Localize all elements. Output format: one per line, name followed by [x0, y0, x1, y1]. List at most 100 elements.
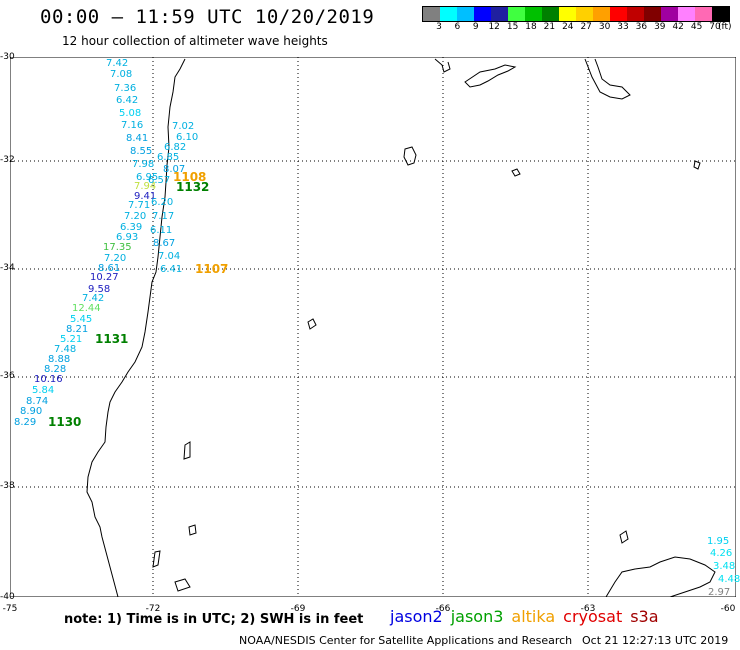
lake-island-2 [511, 168, 521, 177]
legend-swatch [508, 7, 525, 21]
map-frame [10, 57, 736, 597]
wave-height-value: 5.21 [60, 334, 83, 345]
legend-tick-label: 21 [543, 22, 556, 32]
legend-unit: (ft) [718, 22, 732, 32]
legend-swatch [712, 7, 729, 21]
legend-tick-label: 18 [525, 22, 537, 32]
legend-tick-label: 36 [635, 22, 648, 32]
argentina-coast-east [584, 58, 631, 100]
wave-height-value: 8.90 [20, 406, 43, 417]
legend-swatch [559, 7, 576, 21]
lon-label: -72 [145, 604, 161, 614]
wave-height-value: 4.26 [710, 548, 733, 559]
wave-height-value: 7.08 [110, 69, 133, 80]
legend-swatch [695, 7, 712, 21]
map-area [10, 57, 736, 597]
footnote: note: 1) Time is in UTC; 2) SWH is in fe… [64, 612, 364, 627]
color-scale-legend [422, 6, 730, 22]
wave-height-value: 2.97 [708, 587, 731, 598]
argentina-coast-bay [464, 64, 517, 88]
legend-swatch [491, 7, 508, 21]
lake-island-3 [307, 318, 317, 330]
wave-height-value: 7.36 [114, 83, 137, 94]
wave-height-value: 12.44 [72, 303, 101, 314]
pass-time-label: 1131 [95, 332, 129, 346]
satellite-name-s3a: s3a [630, 607, 659, 626]
legend-swatch [440, 7, 457, 21]
wave-height-value: 7.98 [132, 159, 155, 170]
lon-label: -69 [290, 604, 306, 614]
south-coast-island [619, 530, 629, 544]
wave-height-value: 7.20 [104, 253, 127, 264]
wave-height-value: 8.29 [14, 417, 37, 428]
graticule [10, 57, 736, 597]
satellite-legend: jason2 jason3 altika cryosat s3a [390, 607, 667, 626]
wave-height-value: 5.08 [119, 108, 142, 119]
pass-time-label: 1130 [48, 415, 82, 429]
legend-swatch [525, 7, 542, 21]
legend-swatch [542, 7, 559, 21]
wave-height-value: 6.11 [150, 225, 173, 236]
wave-height-value: 8.21 [66, 324, 89, 335]
wave-height-value: 9.41 [134, 191, 157, 202]
legend-tick-label: 70 [709, 22, 721, 32]
legend-swatch [610, 7, 627, 21]
south-coast [605, 556, 716, 597]
legend-tick-label: 42 [672, 22, 684, 32]
wave-height-value: 8.67 [153, 238, 176, 249]
wave-height-value: 6.93 [116, 232, 139, 243]
credit-line: NOAA/NESDIS Center for Satellite Applica… [239, 634, 573, 647]
generation-timestamp: Oct 21 12:27:13 UTC 2019 [582, 634, 729, 647]
wave-height-value: 6.57 [148, 175, 171, 186]
legend-swatch [593, 7, 610, 21]
wave-height-value: 7.42 [106, 58, 129, 69]
lon-label: -75 [2, 604, 18, 614]
wave-height-value: 8.28 [44, 364, 67, 375]
lon-label: -63 [580, 604, 596, 614]
wave-height-value: 7.71 [128, 200, 151, 211]
wave-height-value: 8.61 [98, 263, 121, 274]
wave-height-value: 6.20 [151, 197, 174, 208]
wave-height-value: 7.02 [172, 121, 195, 132]
wave-height-value: 7.94 [134, 181, 157, 192]
legend-tick-label: 45 [690, 22, 703, 32]
satellite-name-jason3: jason3 [450, 607, 504, 626]
legend-swatch [627, 7, 644, 21]
legend-swatch [423, 7, 440, 21]
wave-height-value: 8.74 [26, 396, 49, 407]
map-title: 00:00 – 11:59 UTC 10/20/2019 [40, 6, 375, 28]
legend-tick-label: 24 [562, 22, 574, 32]
legend-tick-label: 12 [488, 22, 500, 32]
wave-height-value: 5.45 [70, 314, 93, 325]
map-subtitle: 12 hour collection of altimeter wave hei… [62, 34, 328, 48]
satellite-name-cryosat: cryosat [563, 607, 623, 626]
wave-height-value: 7.04 [158, 251, 181, 262]
wave-height-value: 6.41 [160, 264, 183, 275]
wave-height-value: 8.07 [163, 164, 186, 175]
legend-tick-label: 9 [472, 22, 479, 32]
legend-swatch [457, 7, 474, 21]
lat-label: -34 [0, 263, 15, 273]
lat-label: -38 [0, 481, 15, 491]
wave-height-value: 7.42 [82, 293, 105, 304]
lat-label: -40 [0, 592, 15, 602]
wave-height-value: 8.88 [48, 354, 71, 365]
wave-height-value: 8.41 [126, 133, 149, 144]
wave-height-value: 7.48 [54, 344, 77, 355]
wave-height-value: 1.95 [707, 536, 730, 547]
wave-height-value: 8.55 [130, 146, 153, 157]
lake-island-1 [403, 146, 417, 166]
wave-height-value: 6.85 [157, 152, 180, 163]
argentina-coast-north [434, 58, 451, 73]
wave-height-value: 3.48 [713, 561, 736, 572]
legend-tick-label: 3 [436, 22, 442, 32]
lat-label: -36 [0, 371, 15, 381]
legend-tick-label: 6 [454, 22, 461, 32]
wave-height-value: 7.16 [121, 120, 144, 131]
east-point-1 [693, 160, 701, 170]
wave-height-value: 4.48 [718, 574, 740, 585]
wave-height-value: 6.10 [176, 132, 199, 143]
pass-time-label: 1107 [195, 262, 229, 276]
legend-swatch [644, 7, 661, 21]
legend-swatch [576, 7, 593, 21]
